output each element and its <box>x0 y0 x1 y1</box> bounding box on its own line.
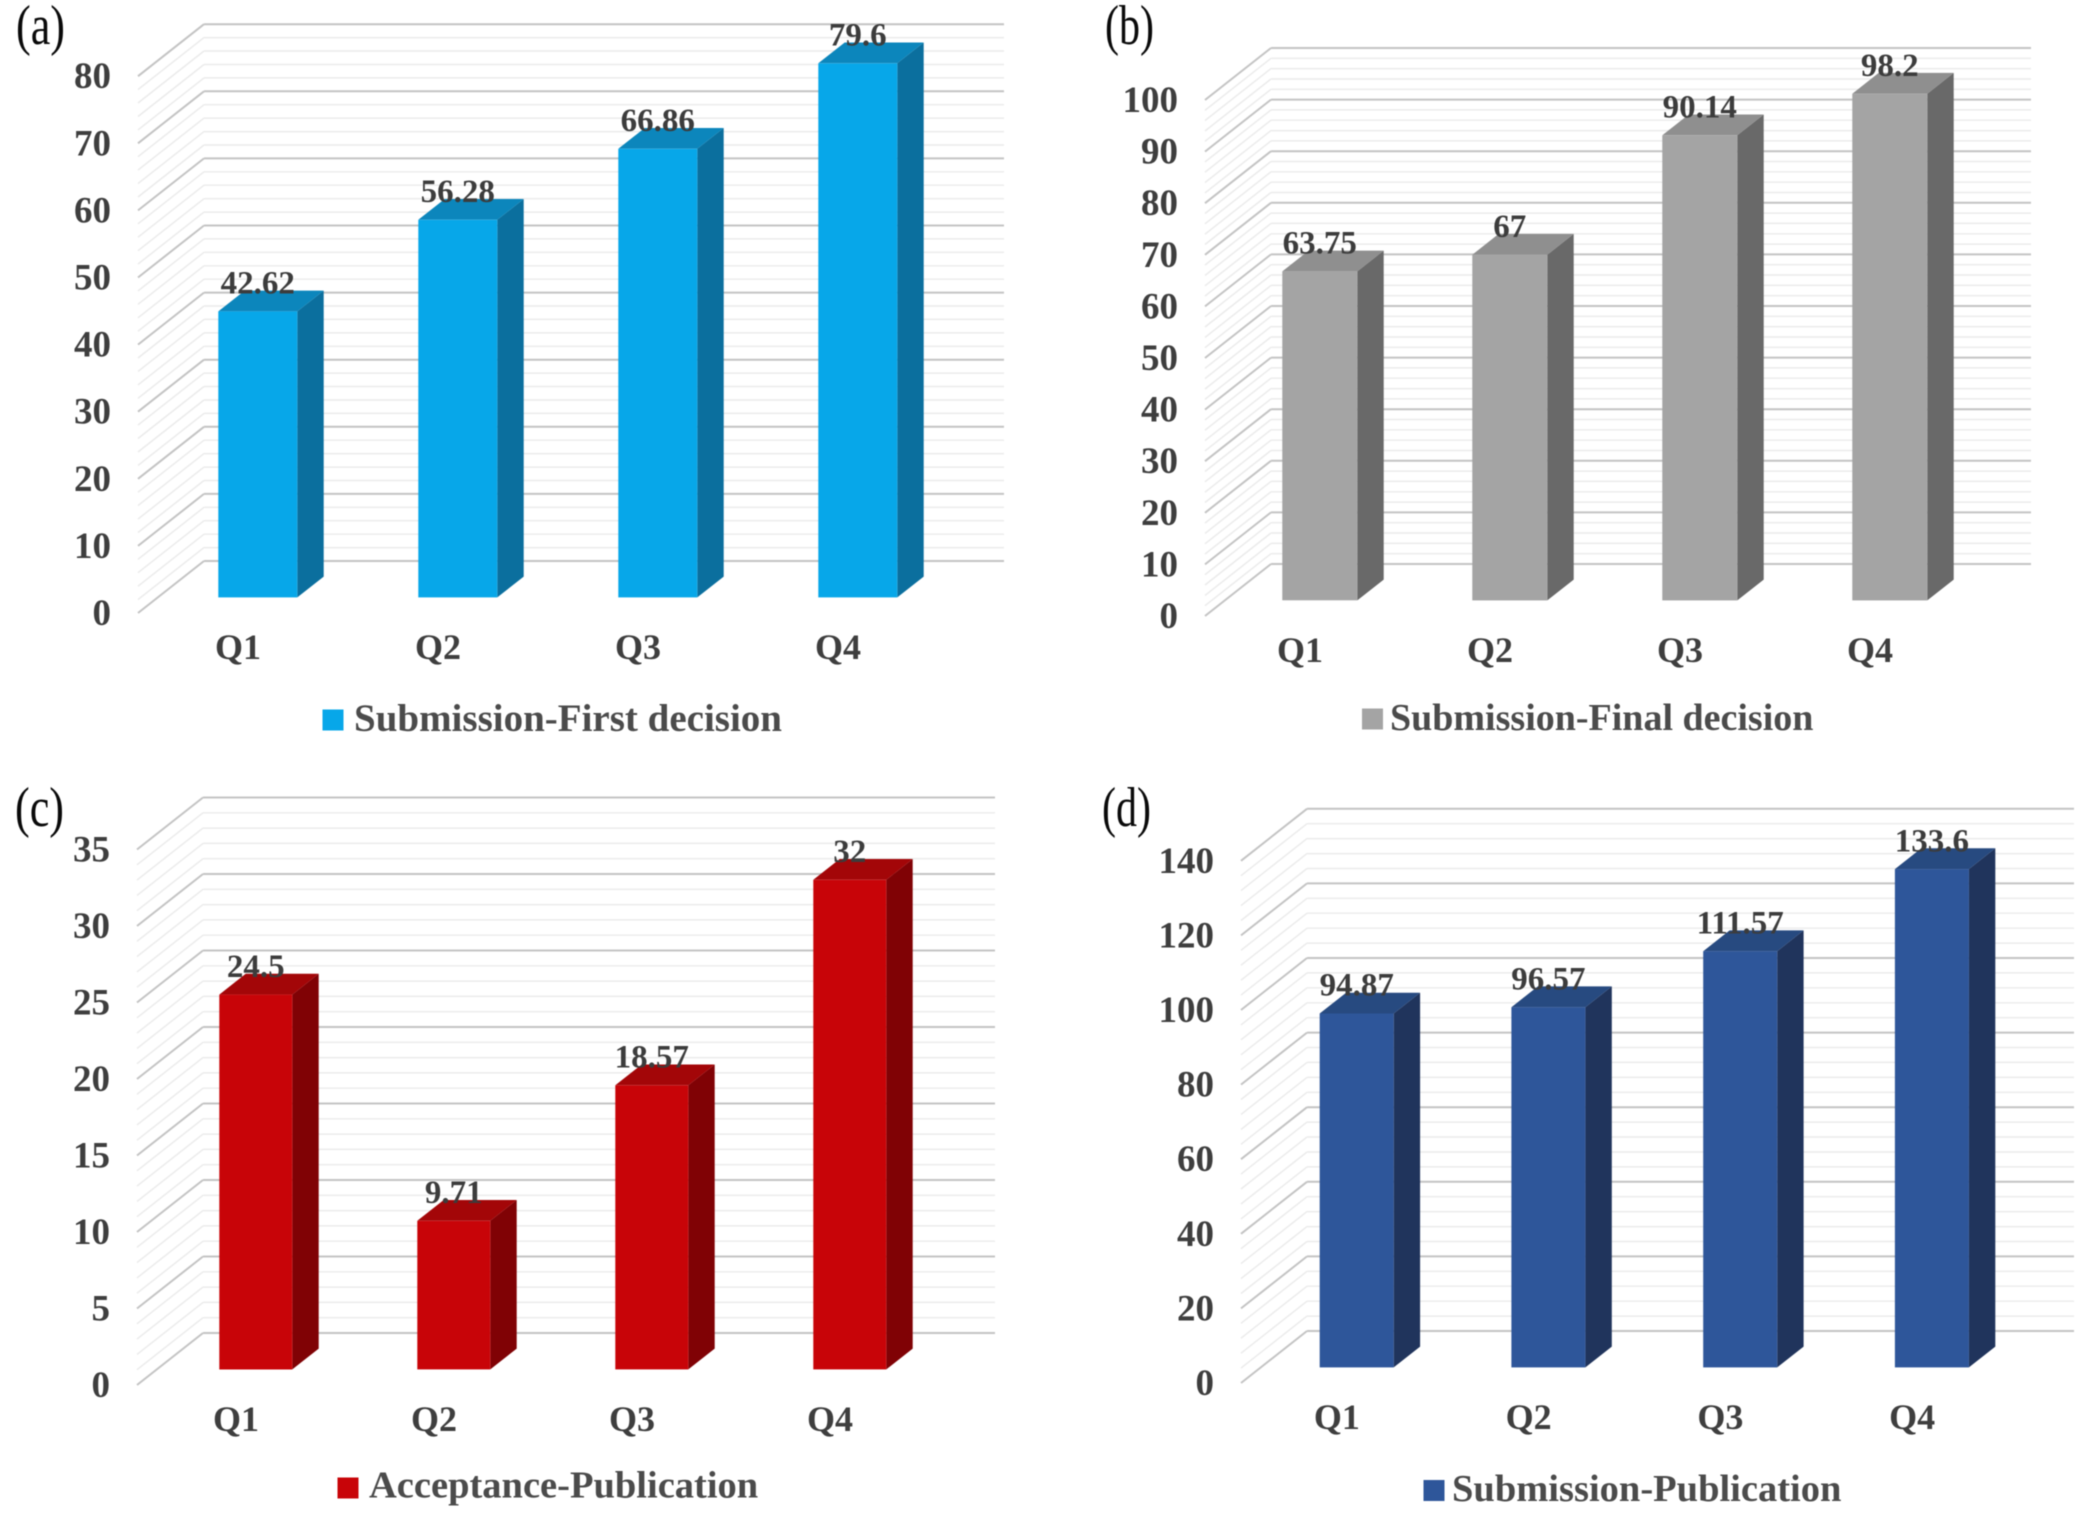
svg-text:30: 30 <box>74 392 111 433</box>
svg-text:Acceptance-Publication: Acceptance-Publication <box>369 1465 758 1507</box>
svg-text:25: 25 <box>73 983 110 1024</box>
svg-text:90.14: 90.14 <box>1663 90 1737 126</box>
svg-text:Q3: Q3 <box>615 627 661 667</box>
svg-text:24.5: 24.5 <box>227 949 285 985</box>
svg-text:Submission-Publication: Submission-Publication <box>1452 1468 1841 1510</box>
svg-text:30: 30 <box>73 906 110 947</box>
svg-text:0: 0 <box>93 593 112 634</box>
svg-text:80: 80 <box>1141 183 1178 224</box>
svg-text:10: 10 <box>73 1212 110 1253</box>
svg-text:40: 40 <box>74 325 111 366</box>
svg-text:96.57: 96.57 <box>1511 961 1585 997</box>
svg-text:20: 20 <box>73 1059 110 1100</box>
svg-text:20: 20 <box>1177 1288 1214 1329</box>
svg-text:94.87: 94.87 <box>1320 968 1394 1004</box>
svg-text:(a): (a) <box>16 0 65 57</box>
svg-text:67: 67 <box>1493 209 1526 245</box>
svg-text:111.57: 111.57 <box>1697 905 1784 941</box>
svg-text:90: 90 <box>1141 132 1178 173</box>
svg-text:100: 100 <box>1123 80 1179 121</box>
svg-text:35: 35 <box>73 830 110 871</box>
svg-text:10: 10 <box>74 526 111 567</box>
svg-text:0: 0 <box>1160 596 1179 637</box>
svg-text:80: 80 <box>1177 1065 1214 1106</box>
svg-text:Q4: Q4 <box>1847 630 1893 670</box>
svg-text:(b): (b) <box>1105 0 1154 57</box>
svg-text:63.75: 63.75 <box>1283 226 1357 262</box>
svg-text:80: 80 <box>74 56 111 97</box>
svg-text:42.62: 42.62 <box>221 266 295 302</box>
svg-text:60: 60 <box>74 190 111 231</box>
svg-text:0: 0 <box>1196 1363 1215 1404</box>
svg-text:9.71: 9.71 <box>425 1175 483 1211</box>
svg-text:Q2: Q2 <box>1467 630 1513 670</box>
svg-text:Q2: Q2 <box>411 1399 457 1439</box>
svg-text:40: 40 <box>1177 1214 1214 1255</box>
svg-text:Q1: Q1 <box>213 1399 259 1439</box>
svg-text:Q1: Q1 <box>1277 630 1323 670</box>
svg-text:Q3: Q3 <box>609 1399 655 1439</box>
svg-text:Q2: Q2 <box>415 627 461 667</box>
svg-text:70: 70 <box>74 123 111 164</box>
svg-text:98.2: 98.2 <box>1861 48 1919 84</box>
svg-text:Q1: Q1 <box>1314 1397 1360 1437</box>
svg-text:50: 50 <box>1141 338 1178 379</box>
svg-text:50: 50 <box>74 258 111 299</box>
svg-text:Q3: Q3 <box>1697 1397 1743 1437</box>
svg-text:120: 120 <box>1159 915 1215 956</box>
svg-text:Q4: Q4 <box>807 1399 853 1439</box>
svg-text:10: 10 <box>1141 544 1178 585</box>
svg-text:40: 40 <box>1141 390 1178 431</box>
svg-text:66.86: 66.86 <box>621 103 695 139</box>
svg-text:100: 100 <box>1159 990 1215 1031</box>
svg-text:140: 140 <box>1159 841 1215 882</box>
svg-text:60: 60 <box>1141 286 1178 327</box>
svg-text:18.57: 18.57 <box>615 1040 689 1076</box>
svg-text:Q1: Q1 <box>215 627 261 667</box>
svg-text:5: 5 <box>92 1289 111 1330</box>
svg-text:Submission-First decision: Submission-First decision <box>354 697 782 740</box>
svg-text:(d): (d) <box>1102 777 1151 839</box>
svg-text:60: 60 <box>1177 1139 1214 1180</box>
svg-text:30: 30 <box>1141 441 1178 482</box>
svg-text:79.6: 79.6 <box>829 18 887 54</box>
svg-text:0: 0 <box>92 1365 111 1406</box>
svg-text:70: 70 <box>1141 235 1178 276</box>
svg-text:Q2: Q2 <box>1506 1397 1552 1437</box>
svg-text:32: 32 <box>833 834 866 870</box>
svg-text:20: 20 <box>74 459 111 500</box>
svg-text:Q4: Q4 <box>1889 1397 1935 1437</box>
svg-text:20: 20 <box>1141 493 1178 534</box>
svg-text:Q3: Q3 <box>1657 630 1703 670</box>
svg-text:133.6: 133.6 <box>1895 823 1969 859</box>
svg-text:56.28: 56.28 <box>421 174 495 210</box>
svg-text:(c): (c) <box>15 777 64 839</box>
svg-text:Q4: Q4 <box>815 627 861 667</box>
svg-text:15: 15 <box>73 1136 110 1177</box>
svg-text:Submission-Final decision: Submission-Final decision <box>1390 697 1813 739</box>
